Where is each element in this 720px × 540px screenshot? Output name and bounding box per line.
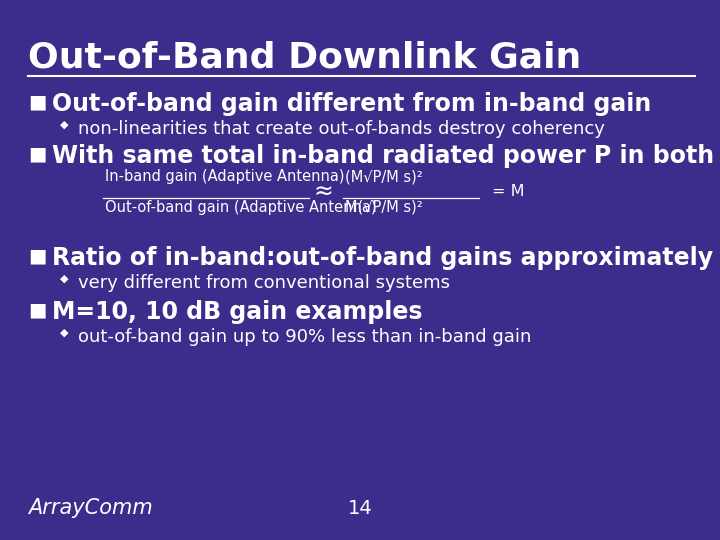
Text: Ratio of in-band:out-of-band gains approximately M: Ratio of in-band:out-of-band gains appro… [52,246,720,270]
Text: ■: ■ [28,246,46,265]
Text: Out-of-band gain (Adaptive Antenna): Out-of-band gain (Adaptive Antenna) [105,200,377,215]
Text: 14: 14 [348,499,372,518]
Text: non-linearities that create out-of-bands destroy coherency: non-linearities that create out-of-bands… [78,120,605,138]
Text: M(√P/M s)²: M(√P/M s)² [345,200,423,215]
Text: Out-of-Band Downlink Gain: Out-of-Band Downlink Gain [28,40,581,74]
Text: ◆: ◆ [60,274,68,284]
Text: out-of-band gain up to 90% less than in-band gain: out-of-band gain up to 90% less than in-… [78,328,531,346]
Text: (M√P/M s)²: (M√P/M s)² [345,169,423,184]
Text: With same total in-band radiated power P in both cases: With same total in-band radiated power P… [52,144,720,168]
Text: ≈: ≈ [313,180,333,204]
Text: M=10, 10 dB gain examples: M=10, 10 dB gain examples [52,300,423,324]
Text: ■: ■ [28,144,46,163]
Text: In-band gain (Adaptive Antenna): In-band gain (Adaptive Antenna) [105,169,344,184]
Text: Out-of-band gain different from in-band gain: Out-of-band gain different from in-band … [52,92,652,116]
Text: ■: ■ [28,300,46,319]
Text: ◆: ◆ [60,328,68,338]
Text: ArrayComm: ArrayComm [28,498,153,518]
Text: = M: = M [492,185,524,199]
Text: ■: ■ [28,92,46,111]
Text: ◆: ◆ [60,120,68,130]
Text: very different from conventional systems: very different from conventional systems [78,274,450,292]
